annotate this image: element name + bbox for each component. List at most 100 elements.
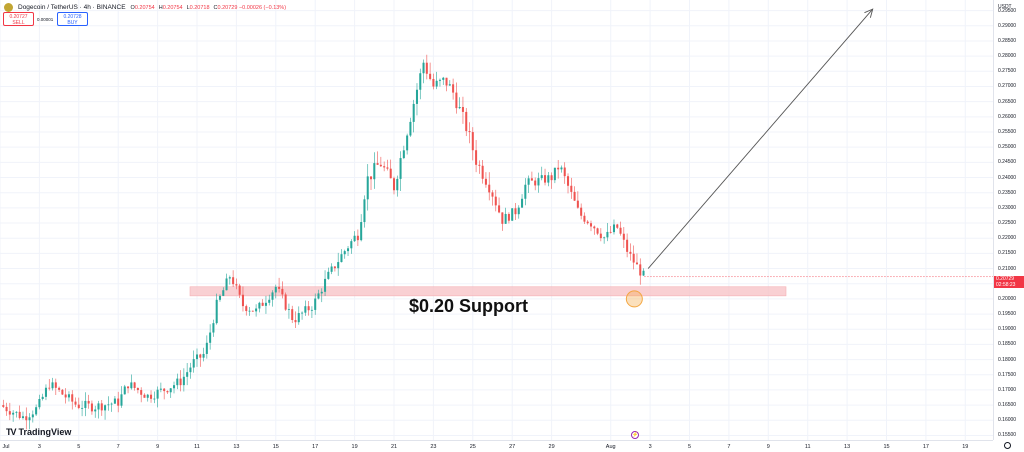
currency-label[interactable]: USDT [998,4,1012,10]
sell-button[interactable]: 0.20727 SELL [3,12,34,26]
time-tick-label: Jul [2,444,10,450]
candle-body [2,405,5,407]
time-axis[interactable]: Jul 3 5 7 9 11 13 15 17 19 21 23 25 27 29 Aug 3 5 7 9 11 13 15… [0,440,993,452]
candle-body [622,233,625,240]
candle-body [330,266,333,272]
candle-body [77,404,80,409]
price-tick-label: 0.29000 [998,22,1017,29]
candle-body [484,178,487,185]
candle-body [136,387,139,391]
candle-body [494,196,497,206]
candle-body [241,294,244,307]
candle-body [186,372,189,377]
candle-body [465,111,468,132]
time-tick-label: 25 [469,444,476,450]
price-tick-label: 0.25000 [998,144,1017,151]
support-annotation: $0.20 Support [409,296,529,316]
candle-body [143,394,146,398]
candle-body [373,163,376,180]
candle-body [281,288,284,295]
candle-body [544,175,547,183]
symbol-title[interactable]: Dogecoin / TetherUS · 4h · BINANCE [18,4,126,11]
candle-body [580,207,583,216]
chart-area[interactable]: Dogecoin / TetherUS · 4h · BINANCE O0.20… [0,0,993,440]
candle-body [110,403,113,405]
close-label: C [213,4,218,11]
support-marker [625,290,643,308]
price-tick-label: 0.26500 [998,98,1017,105]
candle-body [140,390,143,395]
candle-body [192,359,195,368]
time-tick-label: 3 [648,444,652,450]
candle-body [389,168,392,179]
candle-body [130,382,133,389]
candle-body [415,89,419,104]
price-axis[interactable]: USDT 0.29500 0.29000 0.28500 0.28000 0.27500… [993,0,1024,440]
candle-body [593,226,596,229]
candle-body [166,391,169,393]
candle-body [31,414,34,418]
candle-body [419,73,422,90]
candle-body [317,293,320,299]
candle-body [314,298,317,310]
candle-body [225,278,228,291]
candle-body [632,253,635,263]
event-lightning-icon[interactable]: ⚡ [631,431,639,439]
candle-body [504,213,507,224]
candle-body [327,271,330,279]
buy-price: 0.20728 [63,14,82,20]
candle-body [557,167,560,170]
open-value: 0.20754 [134,4,155,11]
candle-body [383,166,386,168]
candle-body [511,208,514,221]
candle-body [268,299,271,303]
candle-body [264,302,267,306]
candle-body [38,399,41,408]
candle-body [606,231,609,238]
price-tick-label: 0.28000 [998,53,1017,60]
candle-body [586,221,589,224]
candle-body [232,277,235,285]
candle-body [429,73,432,79]
candle-body [366,176,369,200]
candle-body [471,132,474,151]
candle-body [540,175,543,179]
candle-body [71,394,74,402]
candle-body [113,398,116,404]
candle-body [609,231,612,233]
candle-body [146,394,149,398]
candle-body [560,167,563,170]
candle-body [228,277,231,279]
symbol-header: Dogecoin / TetherUS · 4h · BINANCE O0.20… [4,3,286,12]
candle-body [553,167,556,181]
candle-body [547,175,550,183]
candle-body [51,382,54,389]
buy-button[interactable]: 0.20728 BUY [57,12,88,26]
candle-body [199,354,202,358]
candle-body [274,286,277,293]
candle-body [41,396,44,400]
candle-body [534,180,537,186]
candle-body [261,302,264,306]
candle-body [514,208,517,215]
candle-body [258,302,261,309]
candlestick-chart[interactable] [0,0,993,440]
candle-body [448,84,451,86]
time-tick-label: 17 [312,444,319,450]
candle-body [127,386,130,389]
candle-body [386,167,389,169]
time-tick-label: 7 [116,444,120,450]
candle-body [343,251,346,255]
candle-body [521,198,524,208]
tradingview-logo[interactable]: TV TradingView [6,427,71,437]
candle-body [324,278,327,292]
price-tick-label: 0.26000 [998,113,1017,120]
candle-body [133,382,136,388]
candle-body [406,135,409,151]
price-tick-label: 0.17500 [998,371,1017,378]
candle-body [64,394,67,398]
candle-body [517,207,520,215]
price-tick-label: 0.24000 [998,174,1017,181]
gear-icon[interactable] [1004,442,1011,449]
candle-body [478,164,481,166]
